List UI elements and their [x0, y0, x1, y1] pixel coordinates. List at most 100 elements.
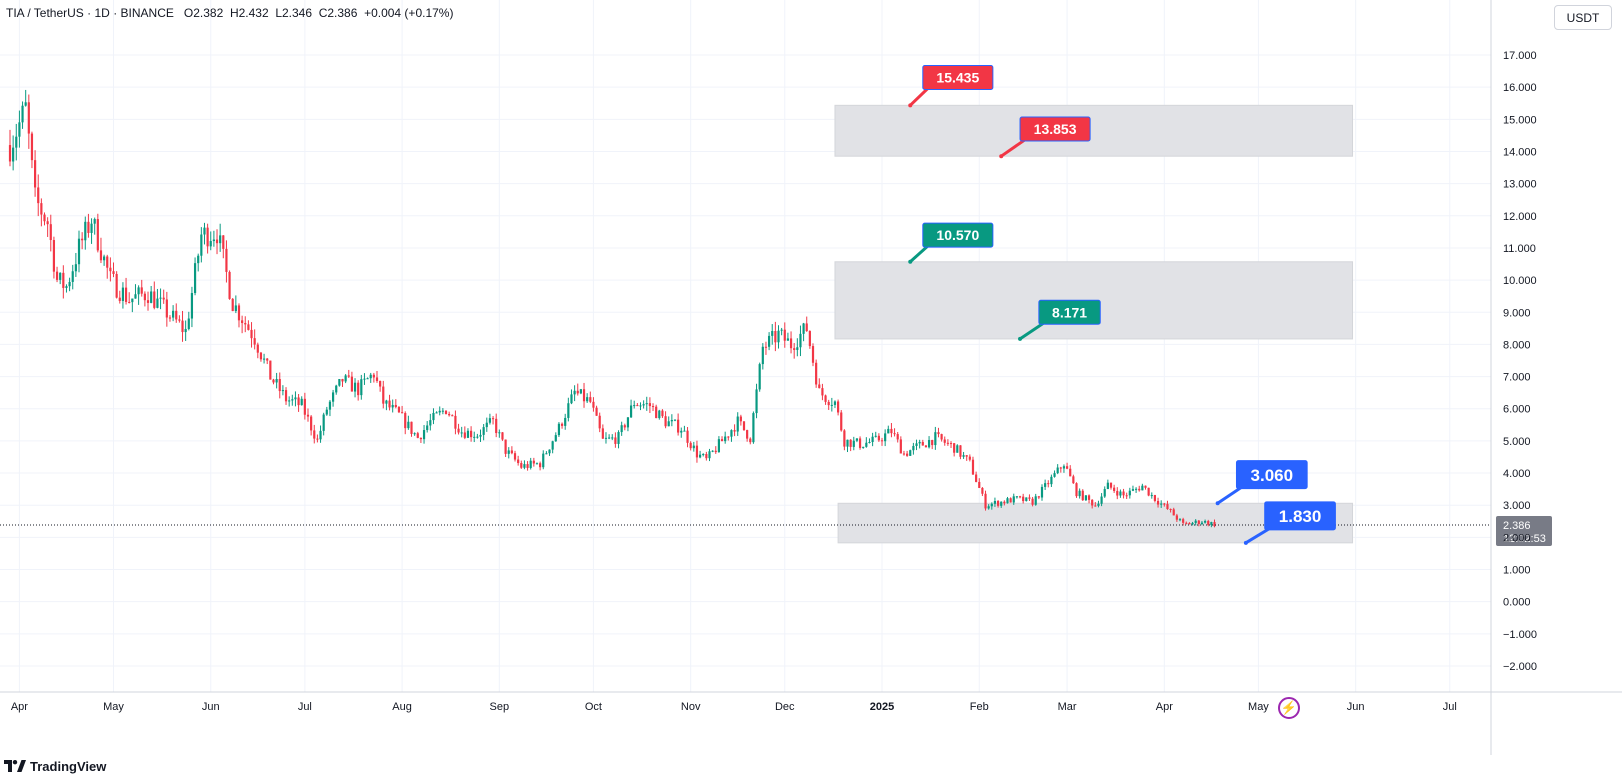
candle-body — [325, 409, 328, 415]
candle-body — [818, 384, 821, 389]
candle-body — [730, 430, 733, 437]
candle-body — [250, 329, 253, 339]
y-tick-label: 13.000 — [1503, 179, 1537, 191]
candle-body — [608, 437, 611, 439]
candle-body — [313, 430, 316, 439]
x-tick-label: Sep — [490, 701, 510, 713]
candle-body — [567, 403, 570, 418]
candle-body — [598, 415, 601, 429]
candle-body — [975, 474, 978, 482]
candle-body — [1081, 490, 1084, 501]
candle-body — [491, 418, 495, 420]
candle-body — [55, 271, 59, 280]
candle-body — [259, 352, 263, 360]
callout-box[interactable] — [1264, 501, 1336, 531]
candle-body — [1031, 498, 1034, 505]
candle-body — [328, 401, 332, 410]
candle-body — [187, 318, 190, 329]
candle-body — [460, 432, 463, 434]
candle-body — [517, 459, 520, 464]
candle-body — [978, 481, 981, 488]
candle-body — [1138, 488, 1141, 491]
last-price-label: 2.386 — [1503, 520, 1531, 532]
candle-body — [24, 102, 27, 106]
candle-body — [896, 434, 899, 440]
candle-body — [717, 439, 721, 453]
callout-anchor — [999, 154, 1004, 159]
candle-body — [297, 397, 300, 406]
currency-selector[interactable]: USDT — [1554, 5, 1612, 30]
candle-body — [190, 293, 194, 319]
candle-body — [648, 403, 651, 407]
candle-body — [523, 464, 526, 468]
y-tick-label: −2.000 — [1503, 661, 1537, 673]
candle-body — [156, 298, 159, 308]
candle-body — [18, 122, 21, 137]
candle-body — [162, 297, 165, 300]
candle-body — [642, 404, 645, 406]
candle-body — [1204, 521, 1207, 523]
callout-anchor — [1215, 501, 1220, 506]
candle-body — [777, 330, 780, 343]
candle-body — [893, 433, 896, 435]
lightning-icon[interactable]: ⚡ — [1278, 697, 1300, 719]
candle-body — [862, 446, 865, 448]
candle-body — [921, 441, 924, 446]
candle-body — [87, 221, 90, 233]
candle-body — [736, 416, 739, 432]
candle-body — [1213, 522, 1216, 527]
candle-body — [466, 430, 470, 438]
candle-body — [996, 501, 1000, 506]
candle-body — [1034, 496, 1037, 505]
candle-body — [319, 430, 322, 440]
candle-body — [865, 442, 868, 447]
y-tick-label: 2.000 — [1503, 532, 1531, 544]
candle-body — [927, 439, 931, 448]
candle-body — [808, 331, 811, 347]
candle-body — [1056, 467, 1059, 474]
callout-box[interactable] — [1235, 460, 1308, 490]
candle-body — [529, 460, 532, 468]
candle-body — [454, 415, 457, 429]
candle-body — [1015, 496, 1018, 498]
interval[interactable]: 1D — [94, 6, 110, 20]
candle-body — [473, 436, 476, 438]
candle-body — [244, 323, 247, 325]
callout-pointer — [1216, 485, 1244, 505]
candle-body — [482, 427, 485, 435]
ohlc-close: C2.386 — [318, 6, 358, 20]
upper-zone[interactable] — [834, 104, 1354, 157]
candle-body — [1191, 522, 1194, 525]
y-tick-label: 15.000 — [1503, 114, 1537, 126]
candle-body — [71, 271, 74, 282]
candle-body — [30, 133, 34, 161]
callout-box[interactable] — [1038, 299, 1101, 325]
candle-body — [463, 432, 466, 438]
candle-body — [843, 430, 846, 447]
candle-body — [1050, 476, 1053, 485]
candle-body — [595, 407, 598, 416]
symbol-name[interactable]: TIA / TetherUS — [6, 6, 84, 20]
candle-body — [278, 378, 281, 392]
callout-box[interactable] — [922, 65, 994, 91]
candle-body — [783, 329, 786, 341]
candle-body — [1018, 496, 1022, 498]
candle-body — [752, 413, 755, 443]
candle-body — [636, 405, 639, 407]
y-tick-label: 5.000 — [1503, 436, 1531, 448]
candle-body — [429, 420, 432, 426]
candle-body — [906, 453, 909, 456]
candle-body — [661, 410, 664, 417]
callout-box[interactable] — [1019, 116, 1091, 142]
candle-body — [74, 264, 77, 272]
x-tick-label: May — [103, 701, 124, 713]
candle-body — [1072, 476, 1075, 484]
callout-box[interactable] — [922, 222, 994, 248]
candle-body — [877, 435, 880, 441]
candle-body — [81, 238, 84, 241]
candle-body — [852, 440, 855, 447]
candle-body — [219, 235, 222, 244]
tradingview-brand[interactable]: TradingView — [4, 757, 106, 775]
candle-body — [821, 388, 824, 396]
